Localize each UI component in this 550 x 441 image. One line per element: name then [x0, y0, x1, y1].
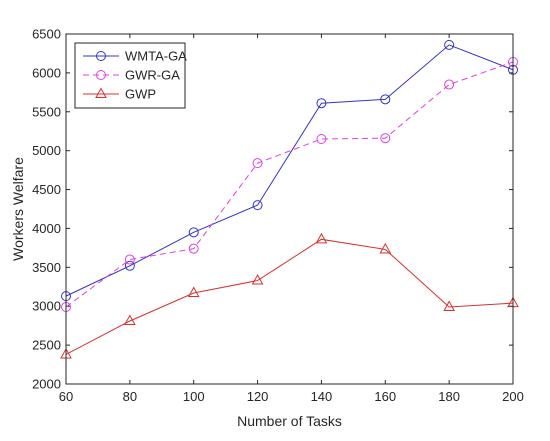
x-tick-label: 200: [502, 389, 524, 404]
data-point-wmta-ga: [316, 98, 327, 109]
legend-label: GWP: [125, 87, 156, 102]
legend-label: WMTA-GA: [125, 49, 187, 64]
series-line-gwr-ga: [65, 61, 514, 308]
legend-label: GWR-GA: [125, 68, 180, 83]
data-point-wmta-ga: [444, 39, 455, 50]
x-tick-label: 160: [374, 389, 396, 404]
series-layer: [60, 39, 519, 359]
y-tick-label: 4000: [32, 221, 61, 236]
data-point-gwp: [124, 314, 136, 325]
x-tick-label: 100: [183, 389, 205, 404]
legend-marker: [96, 70, 106, 80]
data-point-wmta-ga: [124, 260, 135, 271]
series-line-gwp: [65, 238, 514, 355]
y-tick-label: 3000: [32, 299, 61, 314]
y-tick-label: 2000: [32, 377, 61, 392]
legend-marker: [96, 51, 106, 61]
data-point-gwp: [379, 242, 392, 254]
data-point-gwp: [315, 232, 328, 244]
y-tick-label: 5000: [32, 143, 61, 158]
y-tick-label: 5500: [32, 104, 61, 119]
axes: 60 80 100 120 140 160 180 200 2000 2500 3000 3500 40…: [32, 27, 524, 405]
y-tick-label: 4500: [32, 182, 61, 197]
y-tick-label: 6000: [32, 65, 61, 80]
y-tick-label: 6500: [32, 27, 61, 42]
x-tick-label: 120: [247, 389, 269, 404]
legend: WMTA-GA GWR-GA GWP: [74, 42, 187, 109]
data-point-gwp: [443, 300, 455, 311]
data-point-gwp: [187, 286, 200, 297]
data-point-gwr-ga: [380, 133, 391, 144]
legend-item-wmta-ga: WMTA-GA: [83, 49, 187, 64]
data-point-gwp: [251, 274, 264, 285]
data-point-gwr-ga: [444, 79, 455, 90]
data-point-wmta-ga: [252, 200, 263, 211]
legend-marker: [95, 87, 107, 98]
data-point-gwr-ga: [316, 134, 327, 144]
data-point-wmta-ga: [380, 94, 391, 105]
legend-item-gwr-ga: GWR-GA: [83, 68, 180, 83]
data-point-gwr-ga: [252, 158, 263, 169]
x-tick-label: 180: [438, 389, 460, 404]
data-point-gwr-ga: [124, 254, 135, 265]
legend-item-gwp: GWP: [83, 87, 156, 102]
x-tick-label: 80: [123, 389, 137, 404]
data-point-gwr-ga: [188, 243, 199, 254]
plot-border: [65, 33, 514, 385]
y-tick-label: 2500: [32, 338, 61, 353]
series-line-wmta-ga: [65, 44, 514, 297]
y-axis-label: Workers Welfare: [10, 157, 26, 261]
series-gwp: [60, 232, 519, 359]
x-axis-label: Number of Tasks: [237, 413, 342, 429]
y-tick-label: 3500: [32, 260, 61, 275]
x-tick-label: 60: [59, 389, 73, 404]
data-point-wmta-ga: [188, 227, 199, 238]
x-tick-label: 140: [311, 389, 333, 404]
